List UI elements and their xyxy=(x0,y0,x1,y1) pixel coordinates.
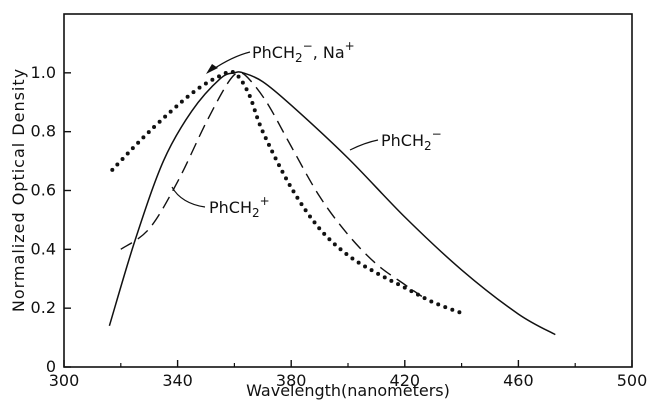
y-tick-label: 0.8 xyxy=(31,122,56,141)
annotation-dotted-arrowhead xyxy=(206,64,218,74)
y-tick-label: 0.6 xyxy=(31,181,56,200)
series-line-dotted xyxy=(110,69,467,317)
series-line-solid xyxy=(108,71,556,336)
x-tick-label: 460 xyxy=(503,371,534,390)
x-tick-label: 340 xyxy=(162,371,193,390)
y-tick-label: 0 xyxy=(46,357,56,376)
annotation-solid-series: PhCH2− xyxy=(349,127,442,153)
x-tick-label: 420 xyxy=(390,371,421,390)
series-layer xyxy=(108,69,556,336)
x-tick-label: 380 xyxy=(276,371,307,390)
annotation-dashed-series: PhCH2+ xyxy=(171,186,270,220)
y-tick-label: 0.2 xyxy=(31,298,56,317)
x-tick-label: 300 xyxy=(49,371,80,390)
annotation-dotted-label: PhCH2−, Na+ xyxy=(252,39,355,65)
x-axis-label: Wavelength(nanometers) xyxy=(246,381,450,400)
annotation-solid-arrow xyxy=(349,139,379,151)
x-axis-ticks: 300 340 380 420 460 500 xyxy=(49,360,647,390)
annotation-dotted-series: PhCH2−, Na+ xyxy=(206,39,355,74)
series-line-dashed xyxy=(120,72,423,297)
annotation-dashed-label: PhCH2+ xyxy=(209,194,270,220)
y-tick-label: 1.0 xyxy=(31,63,56,82)
annotation-dotted-arrow xyxy=(211,51,251,71)
y-axis-label: Normalized Optical Density xyxy=(9,68,28,312)
y-axis-ticks: 0 0.2 0.4 0.6 0.8 1.0 xyxy=(31,63,71,376)
y-tick-label: 0.4 xyxy=(31,239,56,258)
x-tick-label: 500 xyxy=(617,371,647,390)
annotation-dashed-arrow xyxy=(171,186,206,208)
annotation-solid-label: PhCH2− xyxy=(381,127,442,153)
plot-frame xyxy=(63,13,633,368)
